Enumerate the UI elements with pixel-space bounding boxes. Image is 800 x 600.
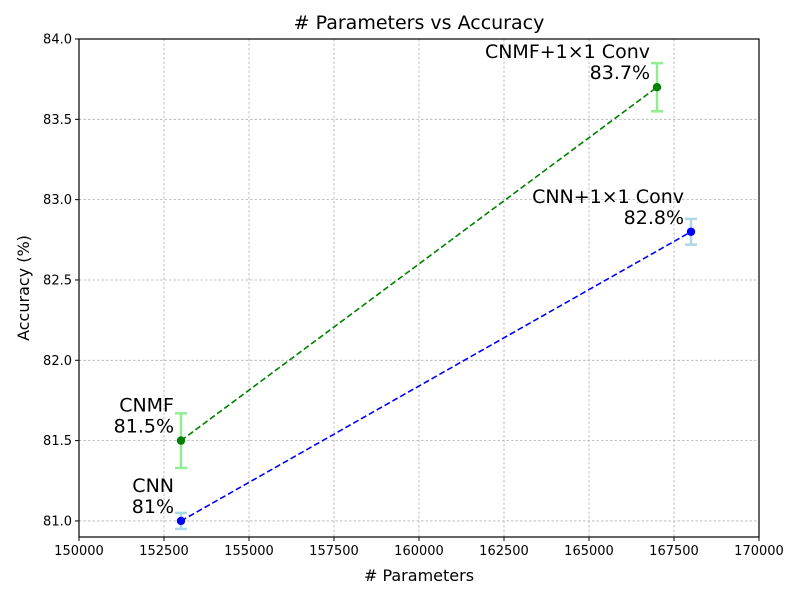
- series-layer: [175, 61, 697, 531]
- x-tick-label: 160000: [394, 544, 444, 559]
- data-point-marker: [176, 436, 186, 445]
- series-line: [180, 231, 692, 522]
- point-name-label: CNN+1×1 Conv: [532, 186, 684, 208]
- point-value-label: 81.5%: [114, 416, 174, 438]
- point-name-label: CNMF: [119, 395, 174, 417]
- x-tick-label: 165000: [564, 544, 614, 559]
- y-tick-label: 82.0: [43, 354, 72, 369]
- point-name-label: CNMF+1×1 Conv: [485, 41, 650, 63]
- data-point-marker: [176, 516, 186, 526]
- tick-layer: 150000 152500 155000 157500 160000 162500 1650…: [43, 33, 784, 560]
- x-tick-label: 155000: [224, 544, 274, 559]
- y-tick-label: 83.5: [43, 113, 72, 128]
- point-name-label: CNN: [132, 475, 174, 497]
- data-point-marker: [652, 82, 662, 92]
- x-tick-label: 167500: [649, 544, 699, 559]
- y-tick-label: 81.5: [43, 434, 72, 449]
- x-tick-label: 170000: [734, 544, 784, 559]
- point-value-label: 83.7%: [590, 62, 650, 84]
- x-tick-label: 162500: [479, 544, 529, 559]
- point-value-label: 82.8%: [624, 207, 684, 229]
- x-tick-label: 150000: [54, 544, 104, 559]
- y-tick-label: 83.0: [43, 193, 72, 208]
- y-axis-label: Accuracy (%): [14, 235, 33, 341]
- x-tick-label: 157500: [309, 544, 359, 559]
- y-tick-label: 81.0: [43, 514, 72, 529]
- y-tick-label: 82.5: [43, 273, 72, 288]
- x-tick-label: 152500: [139, 544, 189, 559]
- data-point-marker: [686, 227, 696, 236]
- x-axis-label: # Parameters: [364, 566, 474, 585]
- point-value-label: 81%: [132, 496, 174, 518]
- y-tick-label: 84.0: [43, 33, 72, 48]
- chart-title: # Parameters vs Accuracy: [294, 12, 545, 34]
